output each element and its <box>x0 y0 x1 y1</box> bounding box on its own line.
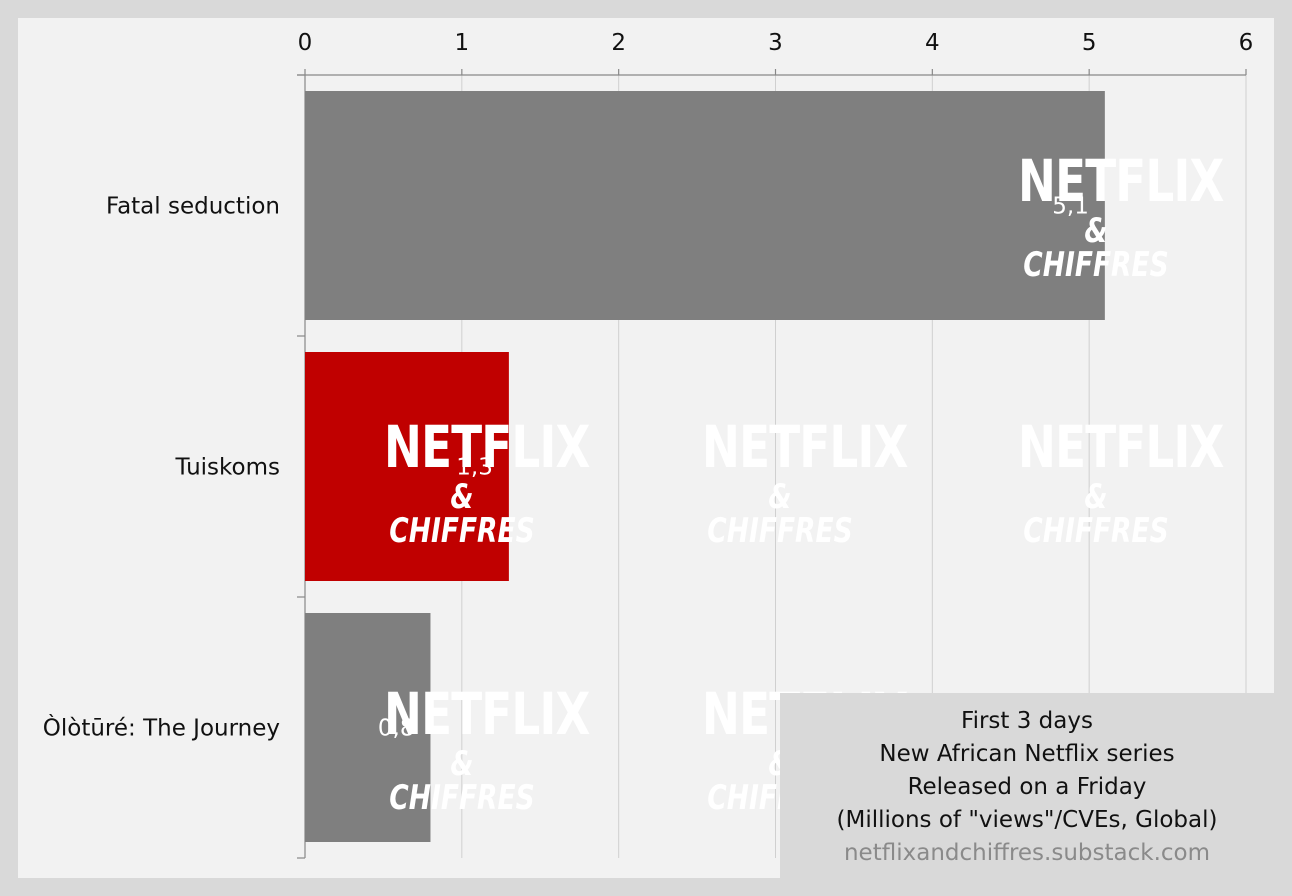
caption-line-3: Released on a Friday <box>907 774 1147 800</box>
category-label: Òlòtūré: The Journey <box>43 714 280 742</box>
bar <box>305 352 509 581</box>
bar <box>305 91 1105 320</box>
caption-source: netflixandchiffres.substack.com <box>843 840 1210 866</box>
value-label: 1,3 <box>456 455 493 481</box>
caption-line-1: First 3 days <box>961 708 1093 734</box>
bar <box>305 613 431 842</box>
x-tick-label: 3 <box>768 30 783 56</box>
x-tick-label: 4 <box>925 30 940 56</box>
x-tick-label: 6 <box>1239 30 1254 56</box>
caption-line-2: New African Netflix series <box>879 741 1175 767</box>
category-label: Fatal seduction <box>106 194 280 220</box>
value-label: 5,1 <box>1052 194 1089 220</box>
caption-box: First 3 days New African Netflix series … <box>780 693 1274 878</box>
category-label: Tuiskoms <box>175 455 280 481</box>
x-tick-label: 5 <box>1082 30 1097 56</box>
x-tick-label: 0 <box>298 30 313 56</box>
value-label: 0,8 <box>378 716 415 742</box>
x-tick-label: 2 <box>611 30 626 56</box>
x-tick-label: 1 <box>455 30 470 56</box>
caption-line-4: (Millions of "views"/CVEs, Global) <box>836 807 1218 833</box>
